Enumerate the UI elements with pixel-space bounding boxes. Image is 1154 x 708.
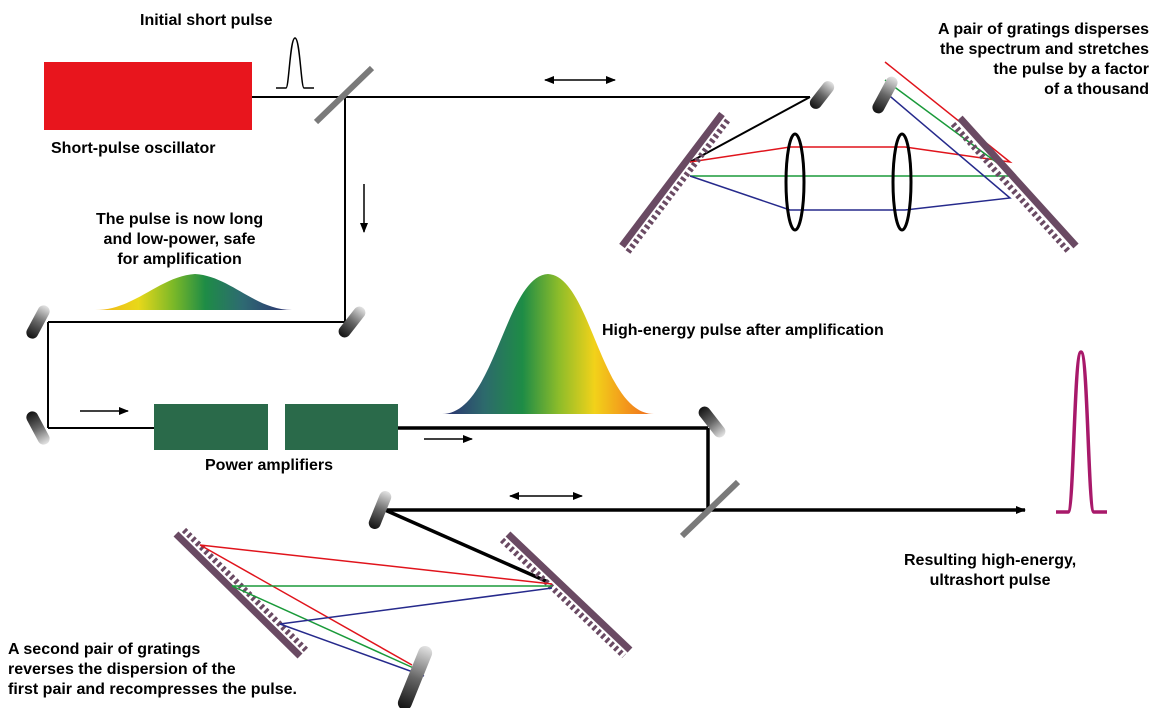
amplified-beam-path <box>384 426 1026 584</box>
beam-splitter-bottom <box>679 479 741 539</box>
label-high-energy: High-energy pulse after amplification <box>602 322 884 339</box>
label-compressor: A second pair of gratings reverses the d… <box>8 641 297 698</box>
oscillator-box <box>44 62 252 130</box>
label-result: Resulting high-energy, ultrashort pulse <box>904 552 1077 589</box>
amplifier-2 <box>285 404 398 450</box>
label-long-pulse: The pulse is now long and low-power, saf… <box>96 211 264 268</box>
mirror-right-corner <box>338 306 366 338</box>
label-stretcher: A pair of gratings disperses the spectru… <box>937 21 1149 98</box>
grating-stretcher-left <box>619 111 731 254</box>
label-initial-pulse: Initial short pulse <box>140 12 273 29</box>
lens-right <box>891 132 913 232</box>
amplifier-1 <box>154 404 268 450</box>
compressor-rays <box>199 544 553 677</box>
lens-left <box>784 132 806 232</box>
grating-compressor-left <box>173 527 309 659</box>
label-amplifiers: Power amplifiers <box>205 457 334 474</box>
mirror-amplified-corner <box>698 406 726 438</box>
beam-splitter-top <box>313 65 375 125</box>
grating-compressor-right <box>499 531 633 659</box>
amplified-pulse-shape <box>442 274 654 414</box>
mirror-left-top <box>26 305 50 339</box>
grating-stretcher-right <box>950 115 1079 255</box>
label-oscillator: Short-pulse oscillator <box>51 140 216 157</box>
mirror-left-bottom <box>26 411 50 445</box>
mirror-stretcher-return <box>872 76 898 114</box>
initial-pulse-shape <box>276 37 314 89</box>
mirror-compressor-top <box>368 491 392 529</box>
stretched-pulse-shape <box>95 274 292 310</box>
mirror-compressor-bottom <box>397 645 433 708</box>
output-pulse-shape <box>1056 350 1107 514</box>
mirror-stretcher-top <box>809 81 835 109</box>
